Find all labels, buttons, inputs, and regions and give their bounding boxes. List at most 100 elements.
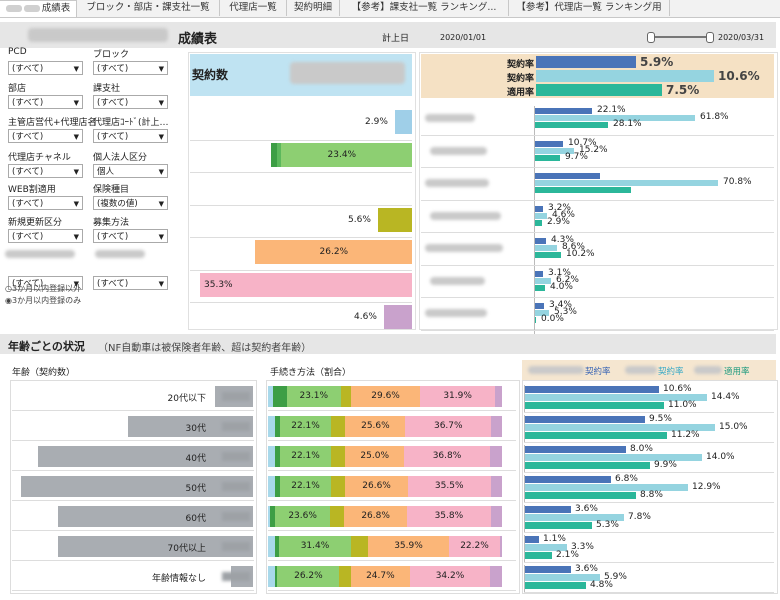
filter-dropdown[interactable]: (すべて) ▼ — [8, 164, 83, 178]
tab-dairiten-list[interactable]: 代理店一覧 — [220, 0, 287, 16]
blurred-label — [5, 250, 75, 258]
age-rate-value: 9.9% — [654, 460, 677, 470]
section-header — [0, 334, 776, 354]
method-segment: 22.2% — [449, 536, 500, 557]
blurred-name — [430, 276, 485, 285]
blurred-name — [425, 179, 489, 187]
filter-dropdown[interactable]: (すべて) ▼ — [8, 196, 83, 210]
axis-line — [534, 236, 535, 269]
blurred-count — [222, 512, 250, 521]
age-rate-value: 9.5% — [649, 414, 672, 424]
filter-dropdown[interactable]: (すべて) ▼ — [93, 95, 168, 109]
age-bar — [38, 446, 253, 467]
row-divider — [524, 442, 774, 443]
bar-value-label: 2.9% — [365, 117, 388, 127]
method-segment: 34.2% — [409, 566, 491, 587]
row-divider — [421, 134, 774, 136]
segment-label: 35.9% — [394, 541, 423, 551]
filter-label: 部店 — [8, 84, 27, 94]
tab-label: 【参考】代理店一覧 ランキング用 — [516, 2, 662, 13]
filter-dropdown[interactable]: (すべて) ▼ — [8, 129, 83, 143]
row-divider — [12, 500, 254, 501]
filter-dropdown[interactable]: (すべて) ▼ — [93, 276, 168, 290]
method-segment — [330, 506, 345, 527]
tab-seisekihyo[interactable]: 成績表 — [0, 0, 77, 17]
age-bar — [21, 476, 253, 497]
method-column-header: 手続き方法（割合） — [270, 368, 352, 378]
method-segment: 24.7% — [351, 566, 410, 587]
age-rate-bar — [525, 552, 552, 559]
legend-value: 7.5% — [666, 83, 700, 97]
filter-value: (すべて) — [12, 199, 44, 209]
filter-dropdown[interactable]: 個人 ▼ — [93, 164, 168, 178]
method-segment: 26.2% — [277, 566, 340, 587]
rate-value: 5.3% — [554, 307, 577, 317]
age-bar — [128, 416, 253, 437]
method-segment — [331, 476, 346, 497]
age-label: 40代 — [185, 454, 206, 464]
segment-label: 31.4% — [300, 541, 330, 551]
slider-handle-end[interactable] — [706, 32, 714, 43]
blurred-count — [222, 542, 250, 551]
axis-line — [524, 505, 525, 533]
tab-keiyaku-meisai[interactable]: 契約明細 — [287, 0, 340, 16]
row-divider — [524, 562, 774, 563]
segment-label: 31.9% — [443, 391, 472, 401]
radio-option[interactable]: ○3か月以内登録以外 — [5, 284, 82, 293]
axis-line — [524, 535, 525, 563]
filter-value: 個人 — [97, 167, 115, 177]
rate-value: 4.6% — [552, 209, 575, 220]
filter-value: (すべて) — [12, 232, 44, 242]
filter-dropdown[interactable]: (すべて) ▼ — [93, 229, 168, 243]
age-rate-bar — [525, 454, 702, 461]
tab-ranking-kashisha[interactable]: 【参考】課支社一覧 ランキング... — [340, 0, 509, 16]
rate-bar — [535, 252, 561, 258]
filter-dropdown[interactable]: (すべて) ▼ — [8, 276, 83, 290]
chevron-down-icon: ▼ — [73, 168, 79, 176]
age-rate-value: 3.6% — [575, 504, 598, 514]
filter-dropdown[interactable]: (複数の値) ▼ — [93, 196, 168, 210]
row-divider — [421, 264, 774, 266]
age-rate-bar — [525, 462, 650, 469]
age-rate-bar — [525, 424, 715, 431]
chevron-down-icon: ▼ — [158, 168, 164, 176]
date-range-slider[interactable] — [650, 36, 712, 38]
filter-dropdown[interactable]: (すべて) ▼ — [8, 61, 83, 75]
row-divider — [190, 139, 412, 141]
age-rate-bar — [525, 506, 571, 513]
keijobi-label: 計上日 — [382, 34, 410, 44]
age-rate-value: 7.8% — [628, 512, 651, 522]
filter-label: 保険種目 — [93, 185, 130, 195]
rate-bar — [535, 108, 592, 114]
row-divider — [12, 470, 254, 471]
filter-value: (すべて) — [97, 279, 129, 289]
row-divider — [524, 502, 774, 503]
tab-label: 成績表 — [41, 3, 71, 14]
blurred-legend — [625, 366, 657, 374]
rate-value: 6.2% — [556, 274, 579, 285]
method-segment — [490, 476, 502, 497]
legend-label: 契約率 — [506, 74, 534, 84]
row-divider — [268, 560, 516, 561]
age-rate-value: 10.6% — [663, 384, 692, 394]
filter-dropdown[interactable]: (すべて) ▼ — [93, 61, 168, 75]
axis-line — [534, 301, 535, 334]
tab-ranking-dairiten[interactable]: 【参考】代理店一覧 ランキング用 — [509, 0, 670, 16]
filter-dropdown[interactable]: (すべて) ▼ — [8, 95, 83, 109]
date-from: 2020/01/01 — [440, 33, 487, 42]
blurred-logo — [28, 28, 168, 42]
filter-label: PCD — [8, 47, 27, 57]
radio-label: 3か月以内登録のみ — [11, 296, 82, 305]
filter-dropdown[interactable]: (すべて) ▼ — [8, 229, 83, 243]
age-rate-value: 3.6% — [575, 564, 598, 574]
radio-option[interactable]: ◉3か月以内登録のみ — [5, 296, 82, 305]
chevron-down-icon: ▼ — [73, 65, 79, 73]
age-rate-value: 3.3% — [571, 542, 594, 552]
filter-dropdown[interactable]: (すべて) ▼ — [93, 129, 168, 143]
tab-block-list[interactable]: ブロック・部店・課支社一覧 — [77, 0, 220, 16]
rate-value: 15.2% — [579, 144, 608, 155]
slider-handle-start[interactable] — [647, 32, 655, 43]
chevron-down-icon: ▼ — [73, 233, 79, 241]
rate-bar — [535, 212, 547, 219]
page-title: 成績表 — [178, 32, 218, 47]
